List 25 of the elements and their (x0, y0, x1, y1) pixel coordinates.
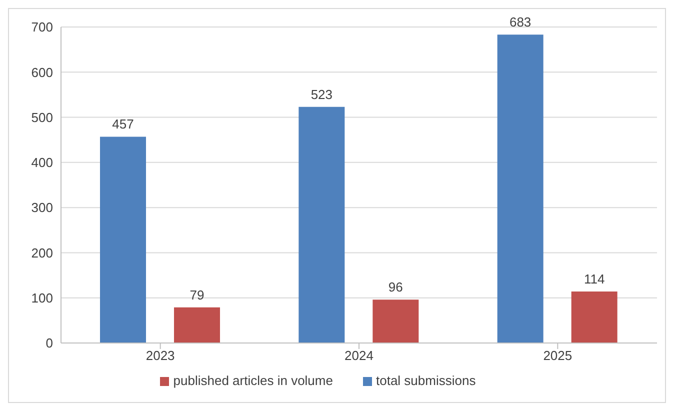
bar (372, 300, 419, 343)
x-tick-label: 2025 (543, 348, 572, 364)
y-tick-label: 0 (46, 336, 53, 351)
y-tick-label: 400 (31, 155, 53, 170)
x-tick-label: 2023 (146, 348, 175, 364)
data-label: 96 (388, 280, 403, 295)
bar (100, 136, 146, 343)
x-tick-label: 2024 (344, 348, 374, 364)
legend-label: published articles in volume (173, 373, 333, 388)
y-tick-label: 100 (31, 290, 53, 306)
y-tick-label: 200 (31, 245, 53, 260)
y-tick-label: 300 (31, 200, 53, 216)
data-label: 683 (509, 14, 532, 30)
y-tick-label: 600 (31, 64, 53, 80)
data-label: 114 (584, 272, 605, 287)
bar (571, 292, 618, 343)
data-label: 523 (310, 86, 333, 102)
bar (497, 34, 544, 343)
y-tick-label: 500 (31, 110, 53, 125)
y-tick-label: 700 (31, 20, 53, 35)
bar (298, 106, 345, 343)
legend-label: total submissions (376, 373, 476, 388)
data-label: 79 (190, 287, 204, 302)
bar (174, 307, 220, 343)
data-label: 457 (112, 116, 134, 132)
